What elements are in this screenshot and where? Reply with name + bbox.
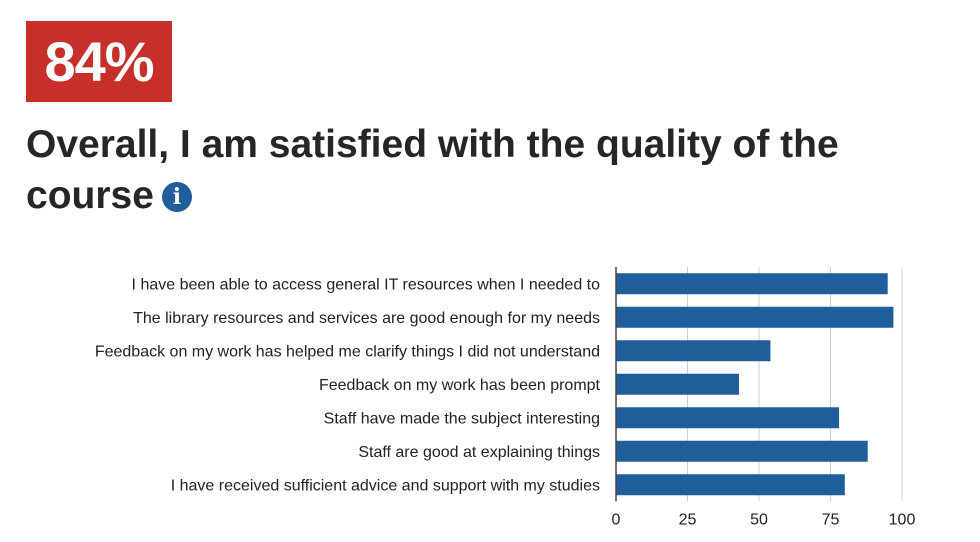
category-label: The library resources and services are g… [133, 310, 600, 327]
bar [616, 474, 845, 496]
category-labels: I have been able to access general IT re… [95, 276, 601, 494]
bar [616, 407, 840, 429]
score-badge: 84% [26, 21, 172, 102]
category-label: I have received sufficient advice and su… [171, 477, 600, 494]
bars [616, 273, 894, 496]
category-label: Feedback on my work has helped me clarif… [95, 343, 600, 360]
question-title: Overall, I am satisfied with the quality… [26, 119, 946, 221]
category-label: Feedback on my work has been prompt [319, 377, 601, 394]
x-tick-label: 0 [612, 512, 621, 529]
category-label: Staff have made the subject interesting [324, 410, 600, 427]
bar [616, 306, 894, 328]
question-title-text: Overall, I am satisfied with the quality… [26, 123, 839, 217]
info-icon[interactable]: i [161, 182, 192, 212]
x-tick-label: 50 [750, 512, 768, 529]
x-tick-label: 75 [822, 512, 840, 529]
x-tick-label: 100 [889, 512, 916, 529]
bar [616, 273, 888, 295]
x-tick-labels: 0 25 50 75 100 [612, 512, 916, 529]
bar [616, 440, 868, 462]
x-tick-label: 25 [679, 512, 697, 529]
bar [616, 373, 739, 395]
category-label: Staff are good at explaining things [358, 444, 600, 461]
category-label: I have been able to access general IT re… [132, 276, 601, 293]
bar [616, 340, 771, 362]
